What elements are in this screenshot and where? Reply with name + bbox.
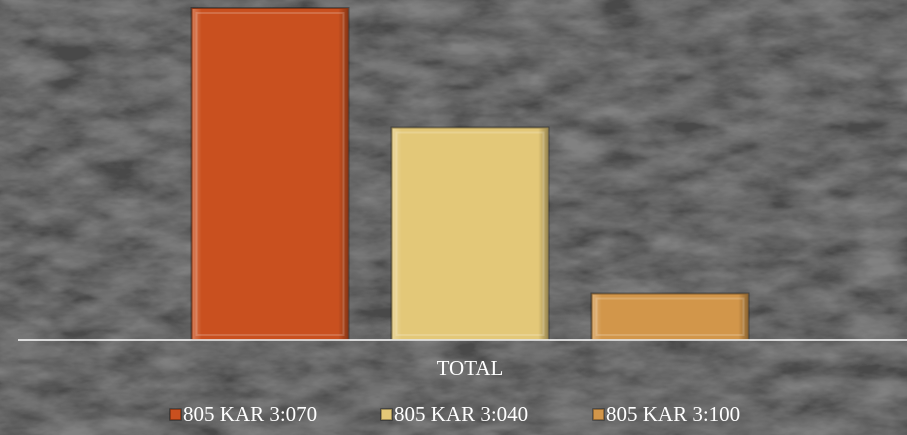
bar-bevel (592, 294, 748, 339)
legend-label: 805 KAR 3:070 (183, 402, 317, 426)
bar-highlight (395, 131, 545, 336)
legend-marker (169, 408, 182, 421)
bar-highlight (595, 297, 745, 336)
legend-label: 805 KAR 3:040 (394, 402, 528, 426)
legend-marker (592, 408, 605, 421)
legend-label: 805 KAR 3:100 (606, 402, 740, 426)
bar-bevel (192, 9, 348, 339)
bar-bevel (392, 128, 548, 339)
legend-marker (380, 408, 393, 421)
x-tick-label: TOTAL (437, 356, 504, 380)
bar-highlight (195, 12, 345, 336)
